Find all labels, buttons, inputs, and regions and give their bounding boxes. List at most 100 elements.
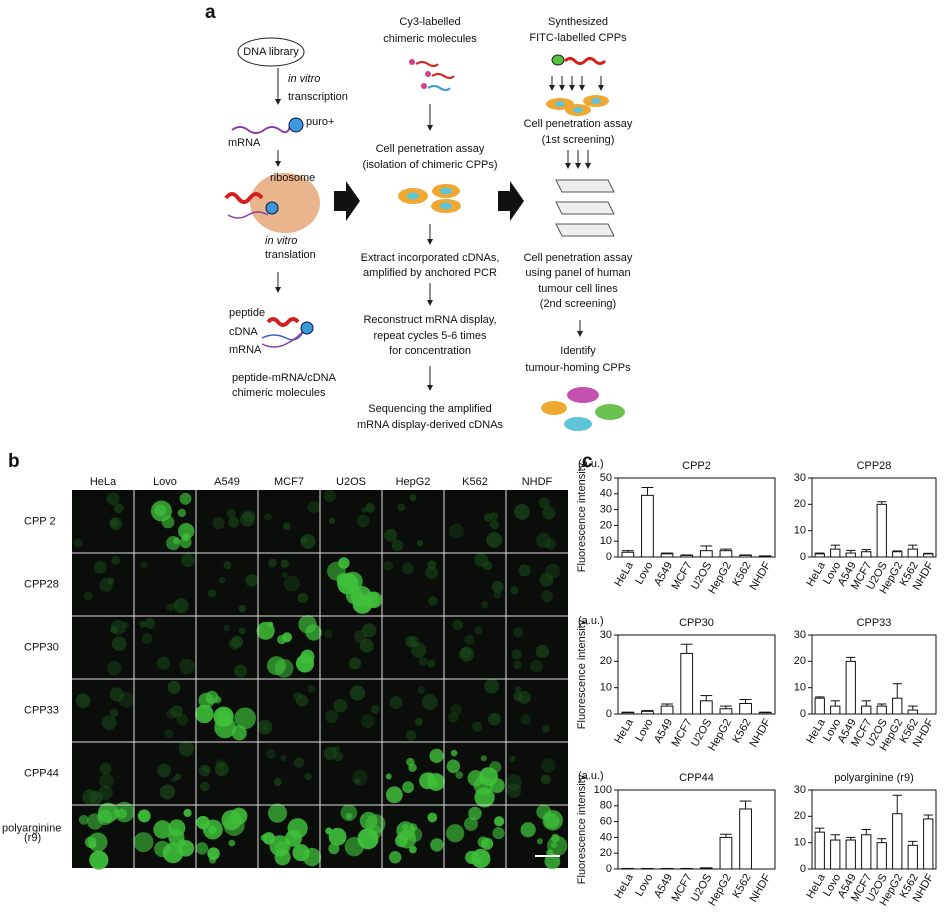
cell-signal — [170, 705, 183, 718]
cell-signal — [385, 786, 403, 804]
puro — [265, 201, 279, 215]
y-tick-label: 30 — [794, 784, 806, 796]
cell-signal — [477, 836, 489, 848]
cell-signal — [98, 773, 114, 789]
cell-signal — [520, 714, 532, 725]
error-bar — [739, 699, 752, 704]
bar — [719, 836, 733, 870]
cell-signal — [177, 508, 187, 518]
cell-signal — [459, 646, 475, 662]
error-bar — [892, 550, 902, 552]
text: translation — [265, 249, 316, 261]
plot-frame — [617, 634, 776, 715]
y-tick-label: 20 — [600, 655, 612, 667]
cell-signal — [333, 698, 348, 713]
error-bar — [877, 501, 887, 505]
y-tick-label: 20 — [794, 810, 806, 822]
bar — [814, 697, 825, 715]
cell-signal — [394, 834, 408, 848]
cell-signal — [73, 538, 83, 548]
cell-signal — [214, 696, 222, 704]
cell-signal — [234, 707, 256, 730]
cell-signal — [370, 704, 380, 714]
y-tick-label: 80 — [600, 800, 612, 812]
cell-signal — [417, 686, 425, 695]
text: mRNA — [228, 137, 261, 149]
unit-label: (a.u.) — [578, 770, 604, 782]
bar — [660, 705, 674, 715]
puro — [300, 321, 314, 335]
peptide-chain — [563, 57, 607, 65]
error-bar — [641, 710, 654, 712]
y-tick-label: 0 — [800, 708, 806, 720]
chart-title: polyarginine (r9) — [834, 772, 913, 784]
cell-signal — [363, 591, 380, 608]
cell-signal — [545, 538, 556, 550]
cell-signal — [359, 638, 374, 653]
cell-signal — [111, 636, 127, 652]
big-arrow — [334, 181, 360, 221]
cell-signal — [196, 815, 210, 830]
cell-signal — [228, 516, 240, 528]
cell-signal — [428, 596, 438, 606]
cell-signal — [173, 598, 189, 614]
cell-signal — [214, 762, 229, 777]
cell-signal — [324, 709, 339, 724]
error-bar — [923, 552, 933, 554]
dna-ellipse — [237, 37, 305, 67]
cell-signal — [176, 713, 189, 726]
cell-signal — [541, 758, 556, 773]
cell-signal — [307, 684, 316, 693]
cell-signal — [448, 712, 459, 723]
cell-signal — [245, 574, 259, 587]
error-bar — [846, 836, 856, 841]
y-tick-label: 20 — [794, 655, 806, 667]
chart-title: CPP33 — [857, 617, 892, 629]
cell-signal — [240, 512, 255, 527]
cell-signal — [427, 812, 438, 823]
cell-signal — [161, 515, 175, 529]
cell-signal — [446, 824, 465, 843]
cell-signal — [388, 851, 402, 864]
cell-signal — [273, 777, 282, 786]
text: Identify — [560, 345, 596, 357]
cell-signal — [326, 561, 346, 581]
cell-signal — [179, 658, 195, 675]
row-label: CPP28 — [24, 578, 59, 590]
bar — [739, 808, 752, 870]
error-bar — [720, 833, 732, 838]
y-tick-label: 30 — [600, 504, 612, 516]
puro — [288, 117, 304, 133]
cell-signal — [383, 560, 394, 571]
cell-signal — [389, 696, 403, 710]
cell-signal — [489, 512, 499, 521]
unit-label: (a.u.) — [578, 458, 604, 470]
cell-signal — [518, 564, 531, 577]
cell-signal — [233, 664, 248, 678]
chart-title: CPP28 — [857, 460, 892, 472]
cell-signal — [295, 694, 309, 707]
cell-signal — [384, 528, 398, 542]
cell-signal — [452, 619, 464, 631]
chimeric-icons — [409, 59, 455, 91]
cell-signal — [256, 621, 275, 640]
bar — [907, 844, 918, 870]
cell-signal — [283, 522, 291, 530]
plot-frame — [811, 634, 937, 715]
cell-signal — [408, 763, 417, 772]
cell-signal — [541, 590, 554, 603]
text: Sequencing the amplified — [368, 403, 492, 415]
text: mRNA — [229, 344, 262, 356]
cell-signal — [550, 841, 558, 849]
error-bar — [621, 711, 634, 713]
y-tick-label: 0 — [800, 863, 806, 875]
cell-signal — [333, 751, 344, 762]
cell-signal — [474, 857, 483, 865]
bar — [892, 551, 903, 558]
cell-signal — [328, 827, 347, 846]
panel-label: a — [205, 2, 216, 23]
cell-signal — [494, 816, 505, 827]
row-label: polyarginine — [2, 822, 61, 834]
cell-signal — [418, 656, 428, 666]
